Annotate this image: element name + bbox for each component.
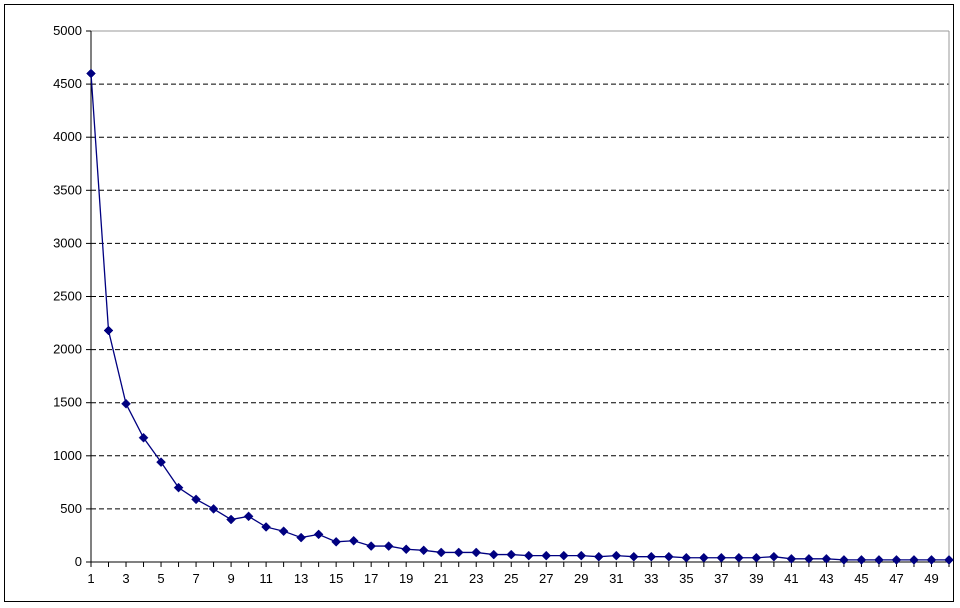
data-point-diamond <box>558 550 569 561</box>
data-point-diamond <box>436 547 447 558</box>
data-point-diamond <box>839 555 849 565</box>
data-point-diamond <box>296 532 306 543</box>
x-tick-label: 11 <box>259 571 273 586</box>
x-tick-label: 1 <box>87 571 94 586</box>
y-tick-label: 2500 <box>53 289 82 304</box>
y-tick-label: 3000 <box>53 235 82 250</box>
data-point-diamond <box>243 511 254 522</box>
data-point-diamond <box>348 535 359 546</box>
data-point-diamond <box>418 545 429 556</box>
gridlines <box>91 30 949 510</box>
y-tick-label: 1000 <box>53 448 82 463</box>
x-tick-label: 29 <box>574 571 588 586</box>
x-tick-label: 19 <box>399 571 413 586</box>
data-point-diamond <box>909 555 919 565</box>
data-point-diamond <box>856 555 867 565</box>
x-tick-label: 41 <box>784 571 798 586</box>
data-point-diamond <box>786 553 797 564</box>
data-point-diamond <box>121 398 131 409</box>
data-point-diamond <box>593 551 604 562</box>
data-point-diamond <box>541 550 552 561</box>
y-tick-label: 0 <box>75 554 82 569</box>
data-point-diamond <box>628 551 639 562</box>
data-point-diamond <box>383 541 394 551</box>
x-tick-label: 3 <box>122 571 129 586</box>
x-tick-label: 7 <box>192 571 199 586</box>
data-point-diamond <box>646 551 657 562</box>
data-point-diamond <box>226 514 236 525</box>
x-tick-label: 5 <box>157 571 164 586</box>
x-tick-label: 13 <box>294 571 308 586</box>
data-point-diamond <box>821 553 832 564</box>
x-tick-label: 37 <box>714 571 728 586</box>
data-point-diamond <box>208 504 219 514</box>
data-point-diamond <box>891 555 902 565</box>
y-tick-label: 5000 <box>53 23 82 38</box>
data-point-diamond <box>401 544 412 555</box>
data-point-diamond <box>663 551 674 562</box>
data-point-diamond <box>734 552 744 563</box>
data-point-diamond <box>611 550 622 561</box>
data-point-diamond <box>769 551 779 562</box>
data-point-diamond <box>926 555 937 565</box>
x-tick-label: 21 <box>434 571 448 586</box>
y-tick-label: 1500 <box>53 395 82 410</box>
y-axis-ticks: 0 500 1000 1500 2000 2500 3000 3500 4000 4500 5000 <box>53 23 91 569</box>
chart-frame: 0 500 1000 1500 2000 2500 3000 3500 4000 4500 5000… <box>4 4 954 602</box>
data-point-diamond <box>751 552 762 563</box>
x-tick-label: 31 <box>609 571 623 586</box>
data-point-diamond <box>488 549 499 560</box>
data-point-diamond <box>366 541 377 551</box>
data-point-diamond <box>138 432 149 443</box>
line-chart: 0 500 1000 1500 2000 2500 3000 3500 4000 4500 5000… <box>53 23 954 586</box>
x-tick-label: 17 <box>364 571 378 586</box>
series-layer <box>86 68 954 565</box>
data-point-diamond <box>576 550 587 561</box>
data-point-diamond <box>278 526 289 537</box>
data-point-diamond <box>191 494 201 505</box>
y-tick-label: 2000 <box>53 342 82 357</box>
data-point-diamond <box>471 547 482 558</box>
data-point-diamond <box>681 552 692 563</box>
data-point-diamond <box>699 552 709 563</box>
x-tick-label: 25 <box>504 571 518 586</box>
data-point-diamond <box>331 536 341 547</box>
y-tick-label: 500 <box>60 501 82 516</box>
data-point-diamond <box>874 555 884 565</box>
data-point-diamond <box>173 482 184 493</box>
data-point-diamond <box>804 553 814 564</box>
x-axis-ticks: 1 3 5 7 9 11 13 15 17 19 21 23 25 27 29 31 33 35 37 39 41 43 4… <box>87 562 950 586</box>
data-point-diamond <box>103 325 114 336</box>
x-tick-label: 27 <box>539 571 553 586</box>
x-tick-label: 49 <box>924 571 938 586</box>
x-tick-label: 43 <box>819 571 833 586</box>
data-point-diamond <box>453 547 464 558</box>
x-tick-label: 15 <box>329 571 343 586</box>
x-tick-label: 35 <box>679 571 693 586</box>
y-tick-label: 3500 <box>53 182 82 197</box>
data-point-diamond <box>261 522 271 532</box>
x-tick-label: 23 <box>469 571 483 586</box>
data-point-diamond <box>506 549 517 560</box>
x-tick-label: 47 <box>889 571 903 586</box>
x-tick-label: 45 <box>854 571 868 586</box>
data-point-diamond <box>944 555 954 565</box>
y-tick-label: 4500 <box>53 76 82 91</box>
x-tick-label: 33 <box>644 571 658 586</box>
data-point-diamond <box>156 457 166 468</box>
data-point-diamond <box>523 550 534 561</box>
y-tick-label: 4000 <box>53 129 82 144</box>
x-tick-label: 39 <box>749 571 763 586</box>
data-point-diamond <box>313 529 324 540</box>
data-point-diamond <box>86 68 96 79</box>
data-point-diamond <box>716 552 727 563</box>
x-tick-label: 9 <box>227 571 234 586</box>
